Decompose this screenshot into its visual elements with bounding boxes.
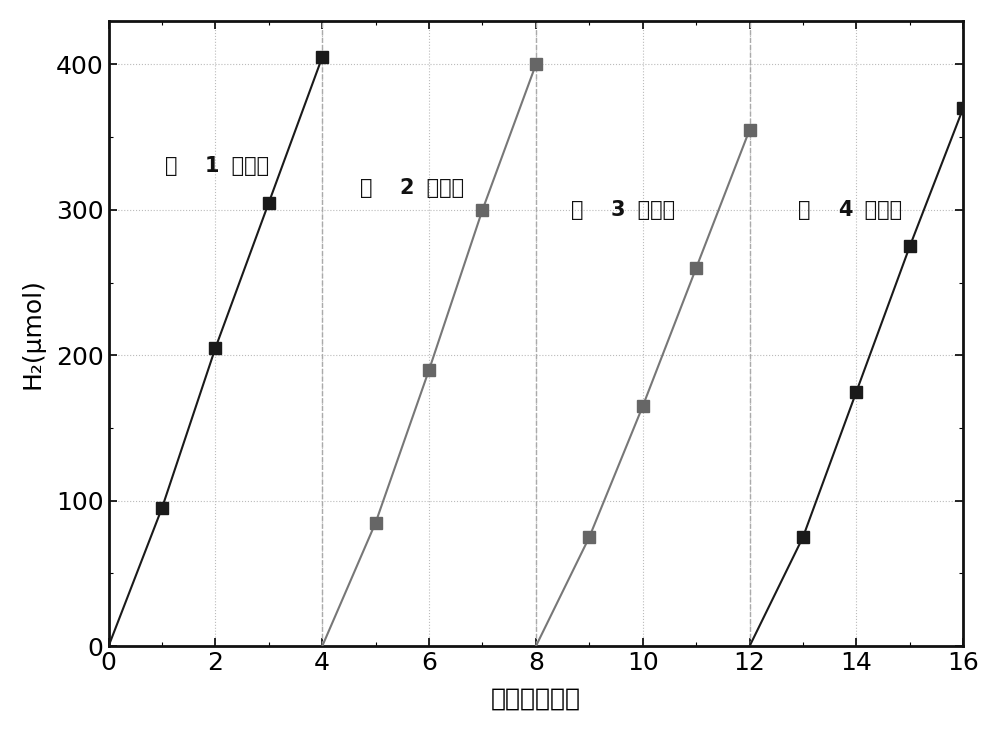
X-axis label: 时间（小时）: 时间（小时） (491, 686, 581, 711)
Text: 次循环: 次循环 (225, 156, 269, 176)
Text: 第: 第 (360, 178, 379, 198)
Text: 次循环: 次循环 (858, 200, 902, 220)
Text: 第: 第 (165, 156, 184, 176)
Text: 4: 4 (838, 200, 852, 220)
Text: 2: 2 (400, 178, 414, 198)
Y-axis label: H₂(μmol): H₂(μmol) (21, 278, 45, 389)
Text: 次循环: 次循环 (420, 178, 464, 198)
Text: 第: 第 (571, 200, 590, 220)
Text: 3: 3 (611, 200, 625, 220)
Text: 第: 第 (798, 200, 817, 220)
Text: 次循环: 次循环 (631, 200, 675, 220)
Text: 1: 1 (205, 156, 219, 176)
